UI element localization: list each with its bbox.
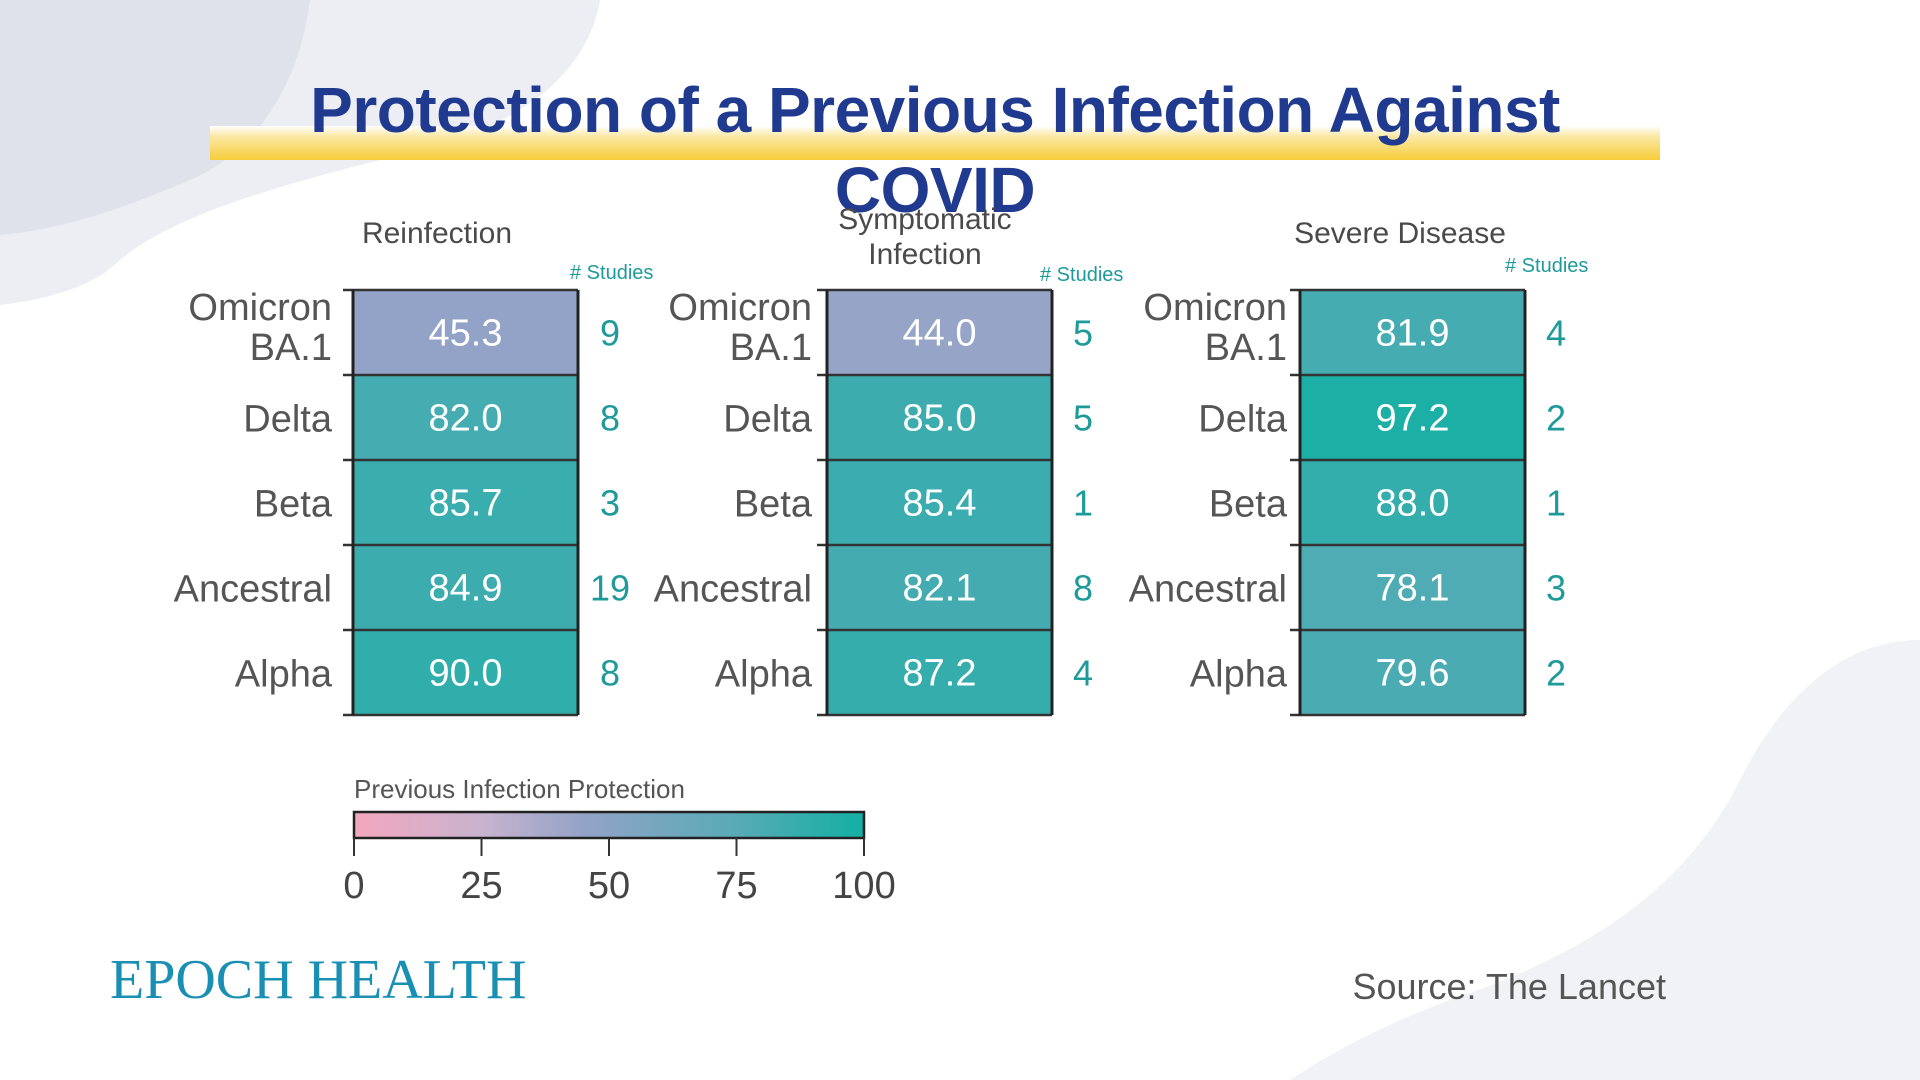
heatmap-cell [1300, 460, 1525, 545]
cell-value-label: 97.2 [1376, 398, 1450, 440]
colorbar-tick-label: 50 [588, 865, 630, 907]
studies-label-symptomatic: # Studies [1040, 264, 1124, 286]
study-count-label: 5 [1073, 398, 1093, 439]
study-count-label: 9 [600, 313, 620, 354]
epoch-health-logo: EPOCH HEALTH [110, 949, 527, 1011]
heatmap-cell [827, 290, 1052, 375]
title-block: Protection of a Previous Infection Again… [210, 70, 1660, 226]
heatmap-cell [353, 630, 578, 715]
heatmap-cell [827, 375, 1052, 460]
colorbar-title: Previous Infection Protection [354, 774, 685, 804]
row-label: Beta [734, 484, 813, 526]
heatmap-cell [827, 545, 1052, 630]
row-label-line: Omicron [1143, 287, 1287, 329]
study-count-label: 2 [1546, 653, 1566, 694]
heatmap-cell [353, 460, 578, 545]
heatmap-cell [1300, 375, 1525, 460]
cell-value-label: 85.4 [903, 483, 977, 525]
study-count-label: 3 [1546, 568, 1566, 609]
study-count-label: 19 [590, 568, 630, 609]
study-count-label: 5 [1073, 313, 1093, 354]
cell-value-label: 79.6 [1376, 653, 1450, 695]
study-count-label: 8 [1073, 568, 1093, 609]
row-label: Delta [723, 399, 813, 441]
page-title: Protection of a Previous Infection Again… [310, 74, 1560, 226]
heatmap-cell [353, 545, 578, 630]
cell-value-label: 82.0 [429, 398, 503, 440]
cell-value-label: 90.0 [429, 653, 503, 695]
row-label: Alpha [715, 654, 813, 696]
study-count-label: 1 [1546, 483, 1566, 524]
panel-title-symptomatic-infection: Symptomatic Infection [838, 203, 1012, 271]
row-label: Delta [243, 399, 333, 441]
cell-value-label: 81.9 [1376, 313, 1450, 355]
colorbar-tick-label: 75 [715, 865, 757, 907]
study-count-label: 1 [1073, 483, 1093, 524]
cell-value-label: 85.0 [903, 398, 977, 440]
colorbar-tick-label: 25 [460, 865, 502, 907]
study-count-label: 4 [1546, 313, 1566, 354]
study-count-label: 3 [600, 483, 620, 524]
study-count-label: 8 [600, 398, 620, 439]
source-credit: Source: The Lancet [1352, 966, 1666, 1007]
cell-value-label: 87.2 [903, 653, 977, 695]
studies-label-severe: # Studies [1505, 255, 1589, 277]
row-label-line: BA.1 [250, 327, 332, 369]
row-label: Ancestral [1129, 569, 1287, 611]
colorbar-tick-label: 0 [343, 865, 364, 907]
row-label: Alpha [235, 654, 333, 696]
cell-value-label: 84.9 [429, 568, 503, 610]
colorbar-tick-label: 100 [832, 865, 895, 907]
row-label: Ancestral [654, 569, 812, 611]
cell-value-label: 44.0 [903, 313, 977, 355]
panel-title-reinfection: Reinfection [361, 217, 513, 250]
cell-value-label: 82.1 [903, 568, 977, 610]
heatmap-cell [353, 290, 578, 375]
row-label: Beta [1209, 484, 1288, 526]
cell-value-label: 88.0 [1376, 483, 1450, 525]
panel-title-severe-disease: Severe Disease [1294, 217, 1506, 250]
row-label-line: BA.1 [730, 327, 812, 369]
study-count-label: 2 [1546, 398, 1566, 439]
heatmap-cell [827, 630, 1052, 715]
cell-value-label: 85.7 [429, 483, 503, 525]
cell-value-label: 45.3 [429, 313, 503, 355]
row-label: Ancestral [174, 569, 332, 611]
colorbar-gradient [352, 810, 866, 840]
heatmap-cell [1300, 630, 1525, 715]
row-label-line: Omicron [668, 287, 812, 329]
background-blob-bottom-right [1290, 640, 1920, 1080]
studies-label-reinfection: # Studies [570, 262, 654, 284]
study-count-label: 4 [1073, 653, 1093, 694]
row-label-line: Omicron [188, 287, 332, 329]
heatmap-cell [1300, 545, 1525, 630]
study-count-label: 8 [600, 653, 620, 694]
heatmap-cell [827, 460, 1052, 545]
row-label-line: BA.1 [1205, 327, 1287, 369]
title-highlight [210, 126, 1660, 160]
heatmap-cell [1300, 290, 1525, 375]
row-label: Alpha [1190, 654, 1288, 696]
cell-value-label: 78.1 [1376, 568, 1450, 610]
row-label: Beta [254, 484, 333, 526]
heatmap-cell [353, 375, 578, 460]
row-label: Delta [1198, 399, 1288, 441]
